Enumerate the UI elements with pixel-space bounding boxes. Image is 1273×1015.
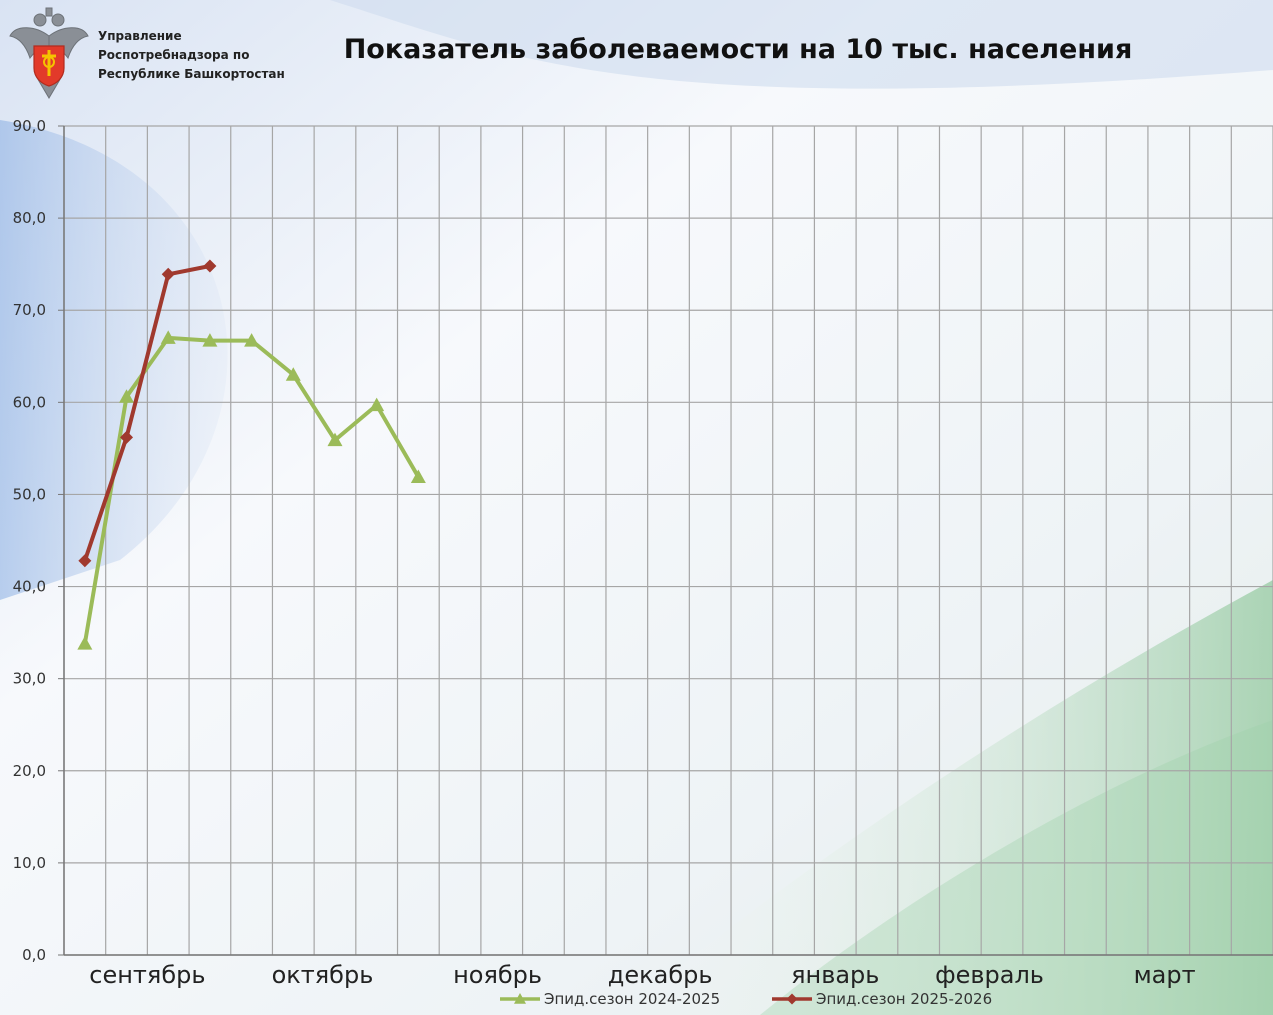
axes: 0,0 10,0 20,0 30,0 40,0 50,0 60,0 70,0 80,0 90,0 с…: [13, 117, 1273, 989]
series-layer: [77, 259, 426, 650]
data-point: [160, 330, 176, 344]
series-2024-2025: [77, 330, 426, 650]
data-point: [203, 259, 217, 273]
data-point: [244, 333, 260, 347]
legend-item: Эпид.сезон 2024-2025: [500, 990, 720, 1008]
y-tick-label: 60,0: [13, 393, 46, 411]
org-line-3: Республике Башкортостан: [98, 67, 285, 81]
legend-item: Эпид.сезон 2025-2026: [772, 990, 992, 1008]
x-tick-label: декабрь: [608, 961, 713, 989]
data-point: [285, 367, 301, 381]
x-tick-label: сентябрь: [89, 961, 205, 989]
y-tick-label: 50,0: [13, 485, 46, 503]
org-line-1: Управление: [98, 29, 182, 43]
legend-marker: [786, 993, 798, 1005]
x-tick-label: март: [1134, 961, 1196, 989]
data-point: [161, 267, 175, 281]
x-tick-label: январь: [791, 961, 879, 989]
y-tick-label: 40,0: [13, 578, 46, 596]
y-tick-label: 0,0: [22, 946, 46, 964]
x-tick-label: февраль: [935, 961, 1044, 989]
legend-label: Эпид.сезон 2025-2026: [816, 990, 992, 1008]
x-tick-label: ноябрь: [453, 961, 542, 989]
emblem-logo: [9, 7, 89, 99]
organization-name: Управление Роспотребнадзора по Республик…: [98, 27, 328, 84]
grid: [63, 125, 1273, 956]
y-tick-label: 20,0: [13, 762, 46, 780]
y-tick-label: 70,0: [13, 301, 46, 319]
y-tick-label: 90,0: [13, 117, 46, 135]
data-point: [410, 469, 426, 483]
legend: Эпид.сезон 2024-2025 Эпид.сезон 2025-2026: [500, 990, 992, 1008]
data-point: [369, 397, 385, 412]
org-line-2: Роспотребнадзора по: [98, 48, 250, 62]
y-tick-label: 30,0: [13, 670, 46, 688]
data-point: [119, 389, 135, 403]
series-2025-2026: [78, 259, 217, 568]
data-point: [78, 554, 92, 568]
legend-label: Эпид.сезон 2024-2025: [544, 990, 720, 1008]
x-tick-label: октябрь: [272, 961, 374, 989]
series-line: [82, 335, 421, 644]
series-line: [82, 264, 211, 562]
data-point: [120, 430, 134, 444]
legend-marker: [514, 993, 526, 1004]
chart-title: Показатель заболеваемости на 10 тыс. нас…: [343, 34, 1133, 65]
data-point: [202, 333, 218, 347]
data-point: [77, 636, 93, 650]
y-tick-label: 10,0: [13, 854, 46, 872]
y-tick-label: 80,0: [13, 209, 46, 227]
data-point: [327, 432, 343, 447]
